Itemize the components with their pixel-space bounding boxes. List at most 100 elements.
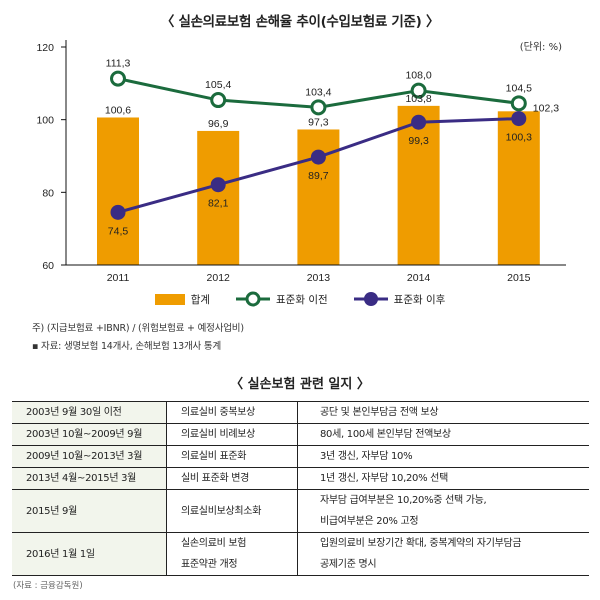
timeline-title: 〈 실손보험 관련 일지 〉 <box>230 377 370 392</box>
data-label-after: 89,7 <box>308 170 329 182</box>
timeline-detail-cell: 3년 갱신, 자부담 10% <box>297 445 589 468</box>
data-label-total: 96,9 <box>208 118 229 130</box>
timeline-row: 2003년 10월~2009년 9월 의료실비 비례보상 80세, 100세 본인부… <box>12 423 589 446</box>
x-tick-label: 2014 <box>407 272 431 284</box>
chart-title: 〈 실손의료보험 손해율 추이(수입보험료 기준) 〉 <box>160 14 440 30</box>
bars-layer <box>97 105 540 265</box>
timeline-period-cell: 2016년 1월 1일 <box>12 532 167 576</box>
y-tick-label: 80 <box>42 187 54 199</box>
timeline-period-cell: 2013년 4월~2015년 3월 <box>12 467 167 490</box>
timeline-name: 의료실비보상최소화 <box>181 505 262 517</box>
timeline-row: 2009년 10월~2013년 3월 의료실비 표준화 3년 갱신, 자부담 10% <box>12 445 589 468</box>
legend-item-total: 합계 <box>154 292 211 307</box>
data-label-total: 103,8 <box>405 93 431 105</box>
data-label-before: 104,5 <box>506 82 532 94</box>
y-tick-label: 120 <box>36 42 54 54</box>
bar-total <box>497 111 540 265</box>
data-label-total: 100,6 <box>105 104 131 116</box>
legend-bar-swatch-icon <box>154 293 185 305</box>
bar-total <box>197 130 240 265</box>
timeline-period: 2003년 9월 30일 이전 <box>26 407 122 418</box>
legend-filled-circle-icon <box>353 292 388 306</box>
timeline-detail-cell: 공단 및 본인부담금 전액 보상 <box>297 401 589 424</box>
timeline-table: 2003년 9월 30일 이전 의료실비 중복보상 공단 및 본인부담금 전액 보상… <box>12 401 589 576</box>
data-label-total: 97,3 <box>308 116 329 128</box>
table-source: (자료 : 금융감독원) <box>13 581 83 591</box>
timeline-name: 의료실비 중복보상 <box>181 407 256 418</box>
point-after-standardization <box>310 149 326 165</box>
point-after-standardization <box>210 177 226 193</box>
timeline-period: 2016년 1월 1일 <box>26 548 95 560</box>
y-tick-label: 60 <box>42 260 54 272</box>
data-label-before: 105,4 <box>205 79 231 91</box>
bar-total <box>97 117 139 265</box>
timeline-detail-cell: 80세, 100세 본인부담 전액보상 <box>297 423 589 446</box>
data-label-total: 102,3 <box>533 102 559 114</box>
timeline-name-cell: 의료실비 표준화 <box>166 445 298 468</box>
point-after-standardization <box>511 111 527 127</box>
timeline-name-cell: 의료실비 중복보상 <box>166 401 298 424</box>
timeline-name: 실손의료비 보험 <box>181 538 247 549</box>
timeline-row: 2015년 9월 의료실비보상최소화 자부담 급여부분은 10,20%중 선택 가능… <box>12 489 589 533</box>
timeline-detail: 80세, 100세 본인부담 전액보상 <box>320 429 451 440</box>
timeline-detail-cell: 자부담 급여부분은 10,20%중 선택 가능, 비급여부분은 20% 고정 <box>297 489 589 533</box>
timeline-period-cell: 2003년 10월~2009년 9월 <box>12 423 167 446</box>
timeline-name: 실비 표준화 변경 <box>181 473 250 484</box>
x-tick-label: 2013 <box>307 272 331 284</box>
legend-item-before: 표준화 이전 <box>236 291 328 307</box>
timeline-name-cell: 실비 표준화 변경 <box>166 467 298 490</box>
legend-label-before: 표준화 이전 <box>276 293 328 306</box>
timeline-period: 2003년 10월~2009년 9월 <box>26 429 143 440</box>
timeline-name: 의료실비 비례보상 <box>181 429 256 440</box>
x-tick-label: 2012 <box>207 272 231 284</box>
timeline-row: 2016년 1월 1일 실손의료비 보험 표준약관 개정 입원의료비 보장기간 확대,… <box>12 532 589 576</box>
timeline-detail: 입원의료비 보장기간 확대, 중복계약의 자기부담금 <box>320 538 522 549</box>
data-label-after: 74,5 <box>108 225 129 237</box>
lines-layer <box>110 70 527 220</box>
timeline-detail: 비급여부분은 20% 고정 <box>320 516 419 527</box>
timeline-detail: 3년 갱신, 자부담 10% <box>320 451 413 462</box>
timeline-row: 2013년 4월~2015년 3월 실비 표준화 변경 1년 갱신, 자부담 10,… <box>12 467 589 490</box>
chart-note-formula: 주) (지급보험료 +IBNR) / (위험보험료 + 예정사업비) <box>32 323 244 334</box>
legend-label-total: 합계 <box>190 293 211 306</box>
timeline-name: 의료실비 표준화 <box>181 451 247 462</box>
chart-plot: 60 80 100 120 2011 2012 2013 2014 2015 100,6 96,9… <box>36 40 566 284</box>
timeline-period: 2013년 4월~2015년 3월 <box>26 473 137 484</box>
x-tick-label: 2011 <box>107 272 130 284</box>
data-label-after: 82,1 <box>208 198 229 210</box>
point-before-standardization <box>410 82 427 99</box>
data-label-before: 103,4 <box>305 86 331 98</box>
legend-label-after: 표준화 이후 <box>393 293 446 306</box>
timeline-period-cell: 2015년 9월 <box>12 489 167 533</box>
timeline-period: 2015년 9월 <box>26 505 77 517</box>
unit-label: (단위: %) <box>519 42 562 53</box>
timeline-name-cell: 의료실비보상최소화 <box>166 489 298 533</box>
data-label-before: 111,3 <box>106 58 131 70</box>
bar-total <box>397 105 440 265</box>
point-before-standardization <box>210 92 227 109</box>
point-after-standardization <box>110 204 126 220</box>
timeline-name-cell: 의료실비 비례보상 <box>166 423 298 446</box>
point-before-standardization <box>110 70 126 87</box>
x-tick-label: 2015 <box>507 272 531 284</box>
timeline-name: 표준약관 개정 <box>181 559 238 570</box>
point-before-standardization <box>510 95 527 112</box>
chart-note-source: ▪ 자료: 생명보험 14개사, 손해보험 13개사 통계 <box>32 341 221 352</box>
timeline-period-cell: 2009년 10월~2013년 3월 <box>12 445 167 468</box>
timeline-row: 2003년 9월 30일 이전 의료실비 중복보상 공단 및 본인부담금 전액 보상 <box>12 401 589 424</box>
timeline-detail: 1년 갱신, 자부담 10,20% 선택 <box>320 473 448 484</box>
timeline-period-cell: 2003년 9월 30일 이전 <box>12 401 167 424</box>
data-label-after: 100,3 <box>506 132 532 144</box>
data-label-before: 108,0 <box>405 70 431 82</box>
y-tick-label: 100 <box>36 115 54 127</box>
timeline-detail: 자부담 급여부분은 10,20%중 선택 가능, <box>320 495 487 506</box>
timeline-period: 2009년 10월~2013년 3월 <box>26 451 143 462</box>
timeline-detail: 공단 및 본인부담금 전액 보상 <box>320 407 439 418</box>
point-before-standardization <box>310 99 327 116</box>
legend-item-after: 표준화 이후 <box>353 291 446 307</box>
chart-legend: 합계 표준화 이전 표준화 이후 <box>0 291 600 307</box>
timeline-detail: 공제기준 명시 <box>320 559 377 570</box>
data-label-after: 99,3 <box>408 135 429 147</box>
